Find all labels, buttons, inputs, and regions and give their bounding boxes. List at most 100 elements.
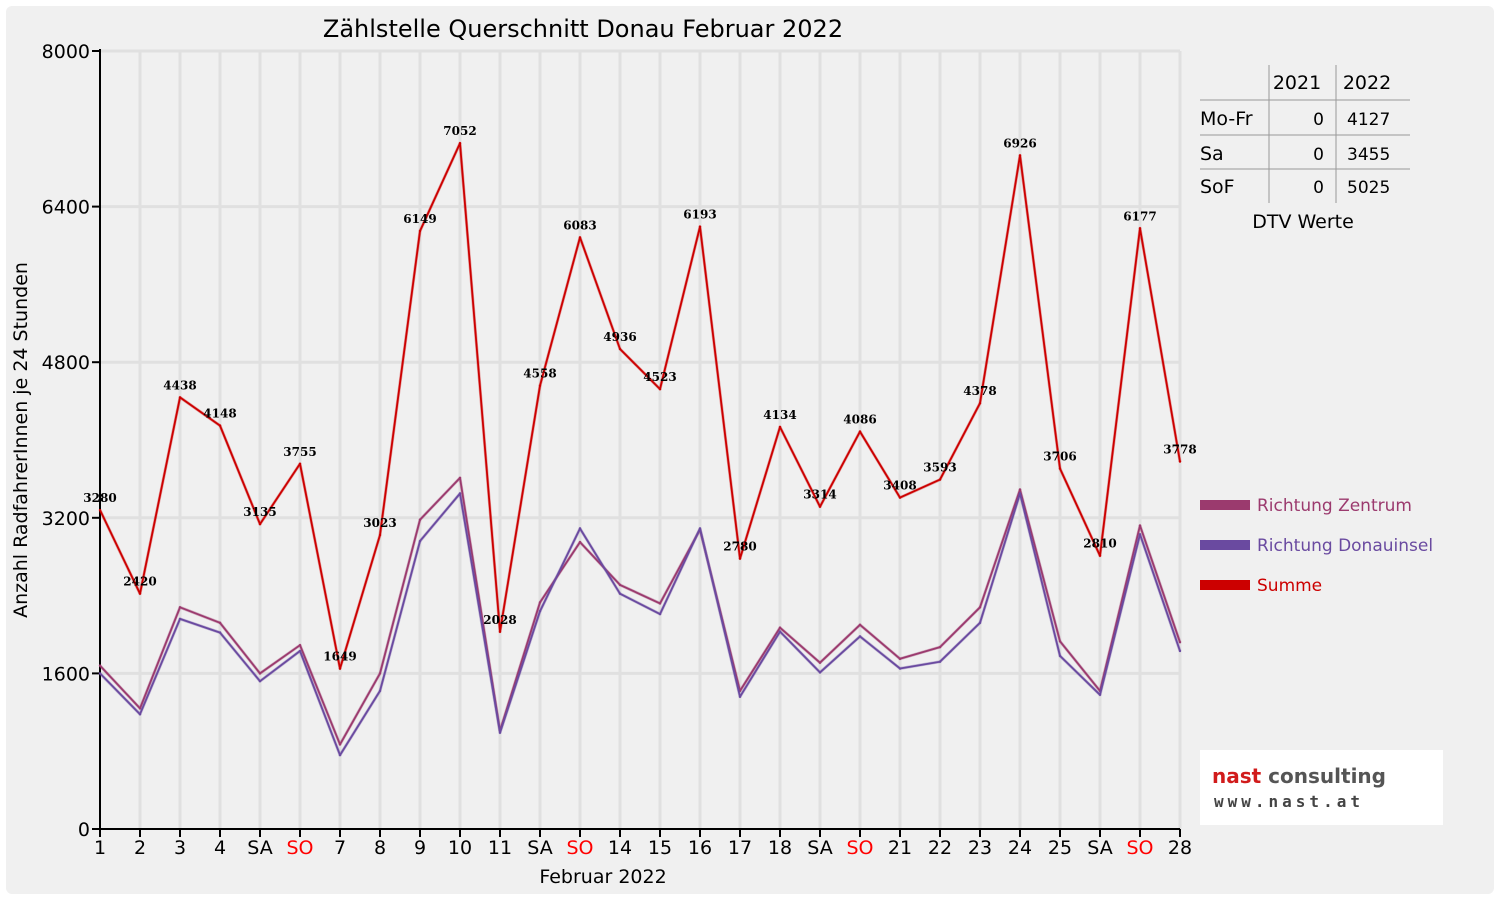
series-point [738,557,742,560]
x-tick-label: 9 [414,837,426,859]
series-point [658,612,662,616]
series-point [1178,649,1182,653]
x-ticks: 1 2 3 4 SA SO 7 8 9 10 11 SA SO 14 15 16 17 18 SA SO 21 22 23 2… [94,829,1192,859]
series-point [138,707,142,710]
data-label: 2810 [1083,537,1116,551]
y-axis-label: Anzahl RadfahrerInnen je 24 Stunden [10,262,32,618]
series-point [1178,641,1182,644]
x-tick-label: 28 [1168,837,1192,859]
series-point [218,424,222,427]
series-point [258,672,262,675]
legend-label: Richtung Zentrum [1257,496,1412,516]
series-point [618,347,622,351]
chart-frame [6,6,1494,894]
series-point [178,606,182,609]
dtv-caption: DTV Werte [1252,211,1354,233]
series-line-halo [98,492,1182,757]
series-point [258,522,262,526]
x-tick-label: SO [566,837,593,859]
dtv-row-2021: 0 [1313,145,1324,165]
series-point [978,606,982,609]
series-point [338,667,342,670]
data-label: 3706 [1043,450,1076,464]
series-point [578,527,582,530]
data-label: 4134 [763,408,796,422]
series-point [178,617,182,621]
dtv-row-label: Sa [1200,143,1224,165]
series-point [938,660,942,663]
series-point [618,592,622,595]
logo-title: nast consulting [1212,764,1386,788]
data-label: 6083 [563,218,596,232]
series-point [498,731,502,734]
x-tick-label: 14 [608,837,632,859]
series-point [538,384,542,387]
data-label: 3280 [83,491,116,505]
data-label: 4086 [843,413,876,427]
series-point [178,396,182,399]
series-point [1138,524,1142,527]
series-point [778,630,782,633]
series-point [98,672,102,675]
series-point [418,518,422,521]
series-point [818,505,822,508]
series-point [698,225,702,228]
y-tick-label: 3200 [42,508,90,530]
data-label: 1649 [323,650,356,664]
series-line [99,476,1181,746]
series-point [378,672,382,675]
series-point [618,583,622,587]
x-tick-label: SA [247,837,272,859]
series-point [418,229,422,233]
dtv-header-2022: 2022 [1343,72,1391,94]
series-point [978,402,982,405]
data-label: 2780 [723,540,756,554]
data-labels: 3280 2420 4438 4148 3135 3755 1649 3023 6149 7052… [83,124,1196,663]
x-tick-label: SA [1087,837,1112,859]
series-point [98,664,102,667]
series-line [99,492,1181,756]
series-point [658,602,662,605]
series-point [898,657,902,661]
dtv-row-2022: 3455 [1347,145,1390,165]
series-point [858,635,862,638]
series-point [1138,227,1142,230]
series-point [978,621,982,625]
x-tick-label: 3 [174,837,186,859]
series-point [1018,488,1022,491]
x-tick-label: 23 [968,837,992,859]
x-tick-label: 8 [374,837,386,859]
x-axis-label: Februar 2022 [539,866,666,888]
x-tick-label: 2 [134,837,146,859]
x-tick-label: SO [286,837,313,859]
data-label: 6149 [403,212,436,226]
x-tick-label: 1 [94,837,106,859]
data-label: 3593 [923,461,956,475]
data-label: 6926 [1003,136,1036,150]
series-point [898,667,902,670]
series-line [99,142,1181,670]
x-tick-label: 16 [688,837,712,859]
series-point [498,630,502,633]
series-point [338,743,342,746]
x-tick-label: 7 [334,837,346,859]
series-point [938,645,942,649]
series-point [818,671,822,674]
data-label: 7052 [443,124,476,138]
legend-swatch [1200,500,1250,510]
data-label: 3314 [803,488,836,502]
x-tick-label: 17 [728,837,752,859]
legend-label: Richtung Donauinsel [1257,536,1433,556]
series-point [298,643,302,647]
series-point [578,236,582,239]
series-point [458,492,462,495]
y-tick-label: 1600 [42,663,90,685]
dtv-header-2021: 2021 [1273,72,1321,94]
series-point [1058,640,1062,643]
logo-title-brand: nast [1212,764,1262,788]
data-label: 3023 [363,516,396,530]
data-label: 4438 [163,378,196,392]
data-label: 6193 [683,208,716,222]
series-point [418,539,422,543]
